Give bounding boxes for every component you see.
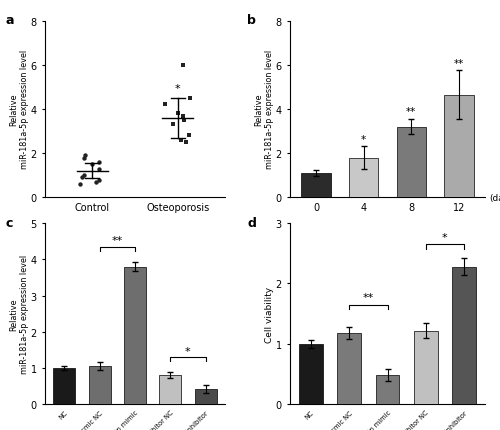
Point bbox=[95, 159, 103, 166]
Text: *: * bbox=[185, 346, 191, 356]
Point bbox=[80, 172, 88, 179]
Bar bbox=[194, 389, 216, 404]
Bar bbox=[349, 158, 378, 198]
Point bbox=[168, 122, 176, 129]
Text: **: ** bbox=[406, 107, 416, 117]
Point bbox=[180, 117, 188, 124]
Point bbox=[180, 113, 188, 120]
Point bbox=[182, 139, 190, 146]
Bar bbox=[376, 375, 400, 404]
Y-axis label: Relative
miR-181a-5p expression level: Relative miR-181a-5p expression level bbox=[254, 50, 274, 169]
Text: b: b bbox=[247, 15, 256, 28]
Bar bbox=[299, 344, 323, 404]
Point bbox=[178, 62, 186, 69]
Bar bbox=[160, 375, 181, 404]
Point bbox=[177, 137, 185, 144]
Bar bbox=[396, 127, 426, 198]
Point bbox=[174, 111, 182, 117]
Text: **: ** bbox=[112, 236, 123, 246]
Text: **: ** bbox=[454, 58, 464, 68]
Bar bbox=[338, 333, 361, 404]
Point bbox=[76, 181, 84, 188]
Y-axis label: Relative
miR-181a-5p expression level: Relative miR-181a-5p expression level bbox=[10, 255, 29, 373]
Point bbox=[161, 102, 169, 109]
Bar bbox=[452, 267, 476, 404]
Text: (days): (days) bbox=[489, 194, 500, 202]
Text: *: * bbox=[361, 135, 366, 144]
Bar bbox=[444, 95, 474, 198]
Bar bbox=[302, 174, 331, 198]
Point bbox=[184, 132, 192, 139]
Y-axis label: Cell viability: Cell viability bbox=[265, 286, 274, 342]
Bar bbox=[124, 267, 146, 404]
Point bbox=[80, 155, 88, 162]
Point bbox=[94, 177, 102, 184]
Point bbox=[78, 175, 86, 181]
Point bbox=[81, 153, 89, 160]
Point bbox=[88, 161, 96, 168]
Bar bbox=[89, 366, 110, 404]
Text: c: c bbox=[6, 216, 13, 229]
Text: *: * bbox=[442, 232, 448, 242]
Bar bbox=[54, 368, 76, 404]
Text: d: d bbox=[247, 216, 256, 229]
Point bbox=[186, 95, 194, 102]
Y-axis label: Relative
miR-181a-5p expression level: Relative miR-181a-5p expression level bbox=[10, 50, 29, 169]
Text: a: a bbox=[6, 15, 14, 28]
Bar bbox=[414, 331, 438, 404]
Point bbox=[95, 166, 103, 172]
Text: **: ** bbox=[363, 292, 374, 302]
Point bbox=[92, 179, 100, 186]
Text: *: * bbox=[175, 83, 180, 93]
